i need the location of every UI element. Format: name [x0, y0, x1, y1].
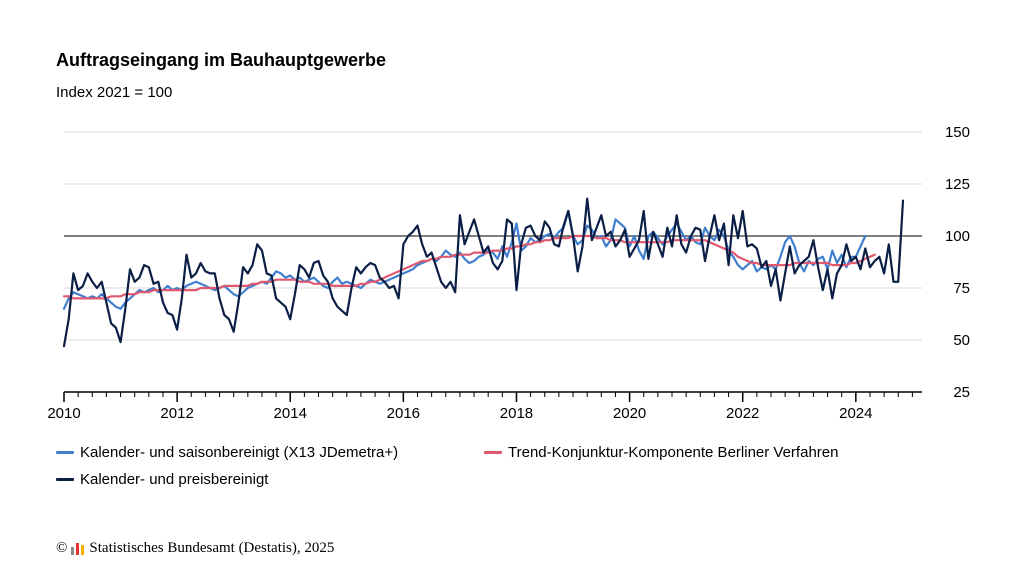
y-tick-label: 150 [945, 124, 970, 141]
destatis-logo-icon [71, 542, 85, 555]
y-tick-label: 25 [953, 384, 970, 401]
x-tick-label: 2022 [726, 405, 759, 422]
source-footer: © Statistisches Bundesamt (Destatis), 20… [56, 540, 334, 557]
legend-label-preis: Kalender- und preisbereinigt [80, 471, 269, 488]
x-tick-label: 2018 [500, 405, 533, 422]
chart-subtitle: Index 2021 = 100 [56, 84, 173, 101]
legend-swatch-preis [56, 478, 74, 481]
legend-label-saison: Kalender- und saisonbereinigt (X13 JDeme… [80, 444, 399, 461]
series-line-saison [62, 209, 867, 310]
x-tick-label: 2016 [387, 405, 420, 422]
legend-item-trend[interactable]: Trend-Konjunktur-Komponente Berliner Ver… [484, 444, 838, 461]
legend-item-preis[interactable]: Kalender- und preisbereinigt [56, 471, 268, 488]
legend-swatch-saison [56, 451, 74, 454]
y-tick-label: 50 [953, 332, 970, 349]
chart-title: Auftragseingang im Bauhauptgewerbe [56, 50, 387, 70]
y-tick-label: 125 [945, 176, 970, 193]
x-tick-label: 2010 [47, 405, 80, 422]
y-tick-label: 100 [945, 228, 970, 245]
y-tick-label: 75 [953, 280, 970, 297]
legend-item-saison[interactable]: Kalender- und saisonbereinigt (X13 JDeme… [56, 444, 398, 461]
legend-swatch-trend [484, 451, 502, 454]
legend-label-trend: Trend-Konjunktur-Komponente Berliner Ver… [508, 444, 839, 461]
series-line-trend [62, 234, 876, 300]
x-tick-label: 2012 [160, 405, 193, 422]
x-tick-label: 2024 [839, 405, 872, 422]
x-tick-label: 2020 [613, 405, 646, 422]
copyright-symbol: © [56, 540, 68, 556]
series-line-preis [62, 197, 905, 348]
source-text: Statistisches Bundesamt (Destatis), 2025 [89, 540, 335, 556]
x-tick-label: 2014 [274, 405, 307, 422]
